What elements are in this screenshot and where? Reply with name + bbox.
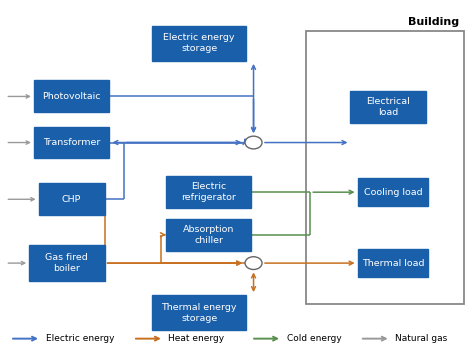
Bar [34,127,109,158]
Bar [152,295,246,330]
Text: Building: Building [408,17,459,27]
Circle shape [245,136,262,149]
Text: Cooling load: Cooling load [364,188,422,197]
Bar [166,219,251,251]
Bar [38,183,105,215]
Bar [34,80,109,112]
Bar [357,249,428,277]
Bar [166,176,251,208]
Text: Thermal energy
storage: Thermal energy storage [162,303,237,323]
Text: Thermal load: Thermal load [362,258,424,268]
Bar [152,26,246,61]
Text: Photovoltaic: Photovoltaic [42,92,101,101]
Text: Transformer: Transformer [43,138,100,147]
Text: Natural gas: Natural gas [395,334,447,343]
Bar [306,31,464,304]
Text: Electrical
load: Electrical load [366,97,410,117]
Text: Heat energy: Heat energy [168,334,225,343]
Text: Absorption
chiller: Absorption chiller [183,225,234,245]
Bar [29,245,105,281]
Text: Electric energy
storage: Electric energy storage [164,33,235,53]
Text: Gas fired
boiler: Gas fired boiler [46,253,88,273]
Bar [350,91,426,123]
Text: Electric energy: Electric energy [46,334,114,343]
Bar [357,178,428,206]
Text: CHP: CHP [62,195,81,204]
Circle shape [245,257,262,269]
Text: Electric
refrigerator: Electric refrigerator [181,182,236,202]
Text: Cold energy: Cold energy [287,334,341,343]
